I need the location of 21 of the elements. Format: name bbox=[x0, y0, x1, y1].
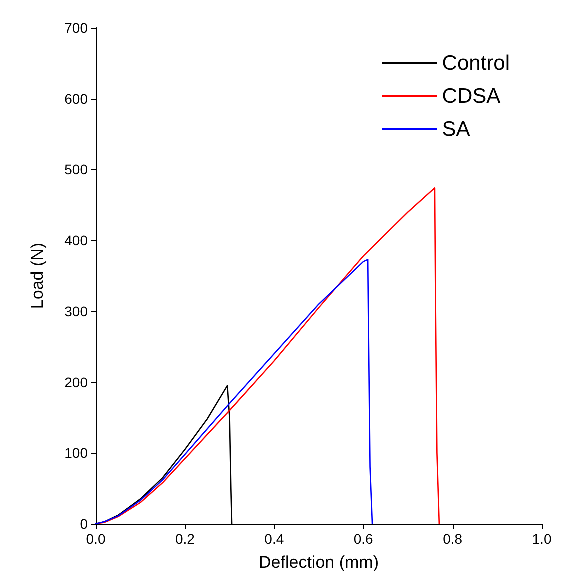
y-tick-label: 600 bbox=[64, 90, 88, 107]
y-tick-label: 100 bbox=[64, 445, 88, 462]
x-tick-label: 0.4 bbox=[264, 531, 284, 547]
x-tick-label: 1.0 bbox=[532, 531, 552, 547]
y-tick-label: 200 bbox=[64, 374, 88, 390]
line-series bbox=[95, 259, 374, 525]
y-tick-label: 300 bbox=[64, 303, 88, 320]
y-tick-label: 500 bbox=[64, 162, 88, 178]
y-tick-label: 700 bbox=[64, 20, 88, 36]
y-tick-label: 400 bbox=[64, 232, 88, 249]
legend-label: Control bbox=[442, 52, 510, 75]
y-tick-label: 0 bbox=[80, 516, 88, 532]
x-tick-label: 0.0 bbox=[86, 531, 106, 547]
legend-label: SA bbox=[442, 118, 470, 141]
y-axis-title: Load (N) bbox=[28, 242, 47, 310]
x-tick-label: 0.6 bbox=[354, 531, 374, 547]
legend-label: CDSA bbox=[442, 85, 501, 108]
x-tick-label: 0.8 bbox=[443, 531, 463, 547]
x-axis-title: Deflection (mm) bbox=[259, 553, 379, 572]
line-series bbox=[95, 187, 440, 525]
x-tick-label: 0.2 bbox=[175, 531, 196, 547]
